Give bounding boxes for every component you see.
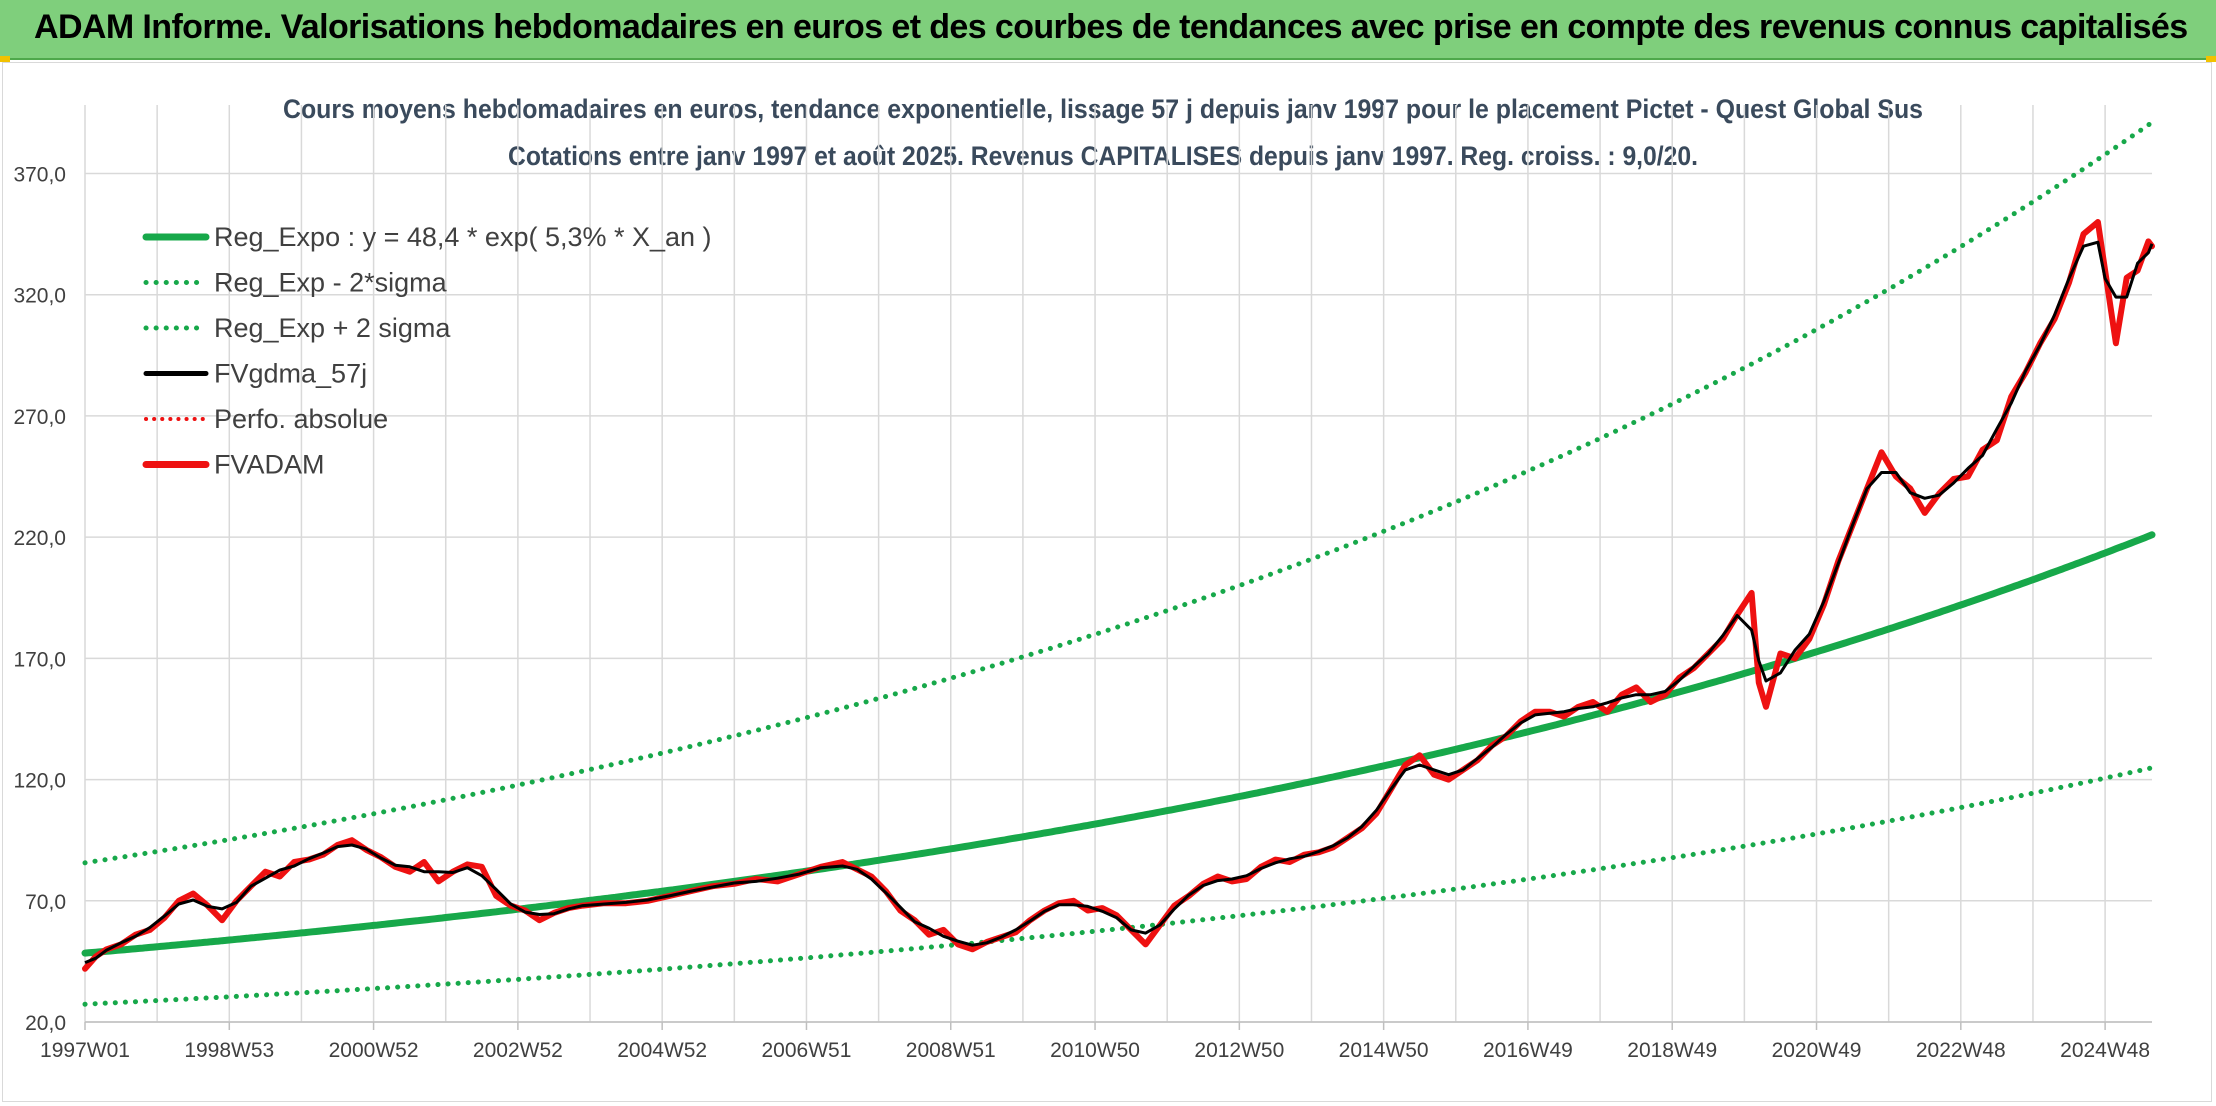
report-title: ADAM Informe. Valorisations hebdomadaire… [34,8,2188,46]
axes: 20,0 70,0 120,0 170,0 220,0 270,0 320,0 370,0 19… [13,163,2152,1062]
banner-corner-right [2206,56,2216,62]
legend-label: Perfo. absolue [214,404,388,434]
y-tick-label: 270,0 [13,406,66,429]
x-tick-label: 2006W51 [762,1039,852,1062]
x-tick-label: 2022W48 [1916,1039,2006,1062]
series-reg-exp-minus-2sigma [82,765,2155,1007]
x-tick-label: 2018W49 [1627,1039,1717,1062]
y-tick-label: 320,0 [13,285,66,308]
x-tick-label: 1997W01 [40,1039,130,1062]
series-reg-expo [81,531,2156,957]
legend: Reg_Expo : y = 48,4 * exp( 5,3% * X_an )… [142,222,712,480]
series-fvgdma-57j [84,240,2154,964]
x-tick-label: 2008W51 [906,1039,996,1062]
grid [84,105,2152,1023]
legend-label: Reg_Exp + 2 sigma [214,313,451,343]
series [81,119,2156,1007]
legend-label: FVgdma_57j [214,359,367,389]
x-tick-label: 2010W50 [1050,1039,1140,1062]
legend-label: FVADAM [214,450,325,480]
x-tick-label: 2000W52 [329,1039,419,1062]
y-tick-label: 220,0 [13,527,66,550]
y-tick-label: 20,0 [25,1012,66,1035]
legend-label: Reg_Expo : y = 48,4 * exp( 5,3% * X_an ) [214,222,712,252]
chart-frame [2,62,2212,1102]
x-tick-label: 2014W50 [1339,1039,1429,1062]
x-tick-label: 1998W53 [184,1039,274,1062]
report-banner: ADAM Informe. Valorisations hebdomadaire… [0,0,2216,60]
x-tick-label: 2020W49 [1772,1039,1862,1062]
chart-title: Cours moyens hebdomadaires en euros, ten… [283,94,1923,124]
x-tick-label: 2002W52 [473,1039,563,1062]
series-reg-exp-plus-2sigma [82,119,2155,866]
y-tick-label: 170,0 [13,648,66,671]
x-tick-label: 2016W49 [1483,1039,1573,1062]
banner-corner-left [0,56,10,62]
y-tick-label: 370,0 [13,163,66,186]
x-tick-label: 2004W52 [617,1039,707,1062]
x-tick-label: 2012W50 [1194,1039,1284,1062]
legend-label: Reg_Exp - 2*sigma [214,268,448,298]
x-tick-label: 2024W48 [2060,1039,2150,1062]
y-tick-label: 70,0 [25,891,66,914]
chart-subtitle: Cotations entre janv 1997 et août 2025. … [508,141,1698,171]
y-tick-label: 120,0 [13,770,66,793]
